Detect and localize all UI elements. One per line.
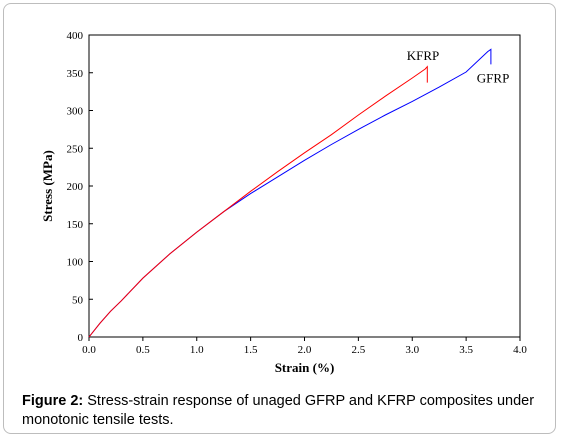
y-tick-label: 300 — [67, 106, 84, 118]
y-tick-label: 250 — [67, 143, 84, 155]
x-tick-label: 1.0 — [190, 344, 204, 356]
y-tick-label: 100 — [67, 257, 84, 269]
x-tick-label: 3.5 — [459, 344, 473, 356]
x-tick-label: 1.5 — [244, 344, 258, 356]
y-tick-label: 0 — [78, 332, 84, 344]
x-tick-label: 3.0 — [405, 344, 419, 356]
caption-label: Figure 2: — [22, 393, 84, 409]
x-tick-label: 2.5 — [352, 344, 366, 356]
x-tick-label: 0.5 — [136, 344, 150, 356]
series-line-kfrp — [88, 65, 428, 338]
series-label-gfrp: GFRP — [477, 71, 510, 86]
plot-area — [88, 34, 521, 338]
series-line-gfrp — [88, 48, 492, 338]
y-tick-label: 150 — [67, 219, 84, 231]
x-tick-label: 2.0 — [298, 344, 312, 356]
y-tick-label: 350 — [67, 68, 84, 80]
x-tick-label: 4.0 — [513, 344, 527, 356]
figure-frame — [3, 3, 556, 434]
caption-text: Stress-strain response of unaged GFRP an… — [22, 393, 535, 428]
x-tick-label: 0.0 — [82, 344, 96, 356]
figure-caption: Figure 2: Stress-strain response of unag… — [22, 392, 542, 430]
x-axis-title: Strain (%) — [275, 360, 335, 375]
y-tick-label: 50 — [72, 294, 84, 306]
series-label-kfrp: KFRP — [407, 48, 440, 63]
y-axis-title: Stress (MPa) — [40, 150, 55, 222]
stress-strain-chart: 0.0 0.5 1.0 1.5 2.0 2.5 3.0 3.5 4.0 0 50 100 150 200 2… — [40, 30, 527, 375]
y-tick-label: 200 — [67, 181, 84, 193]
y-tick-label: 400 — [67, 30, 84, 42]
